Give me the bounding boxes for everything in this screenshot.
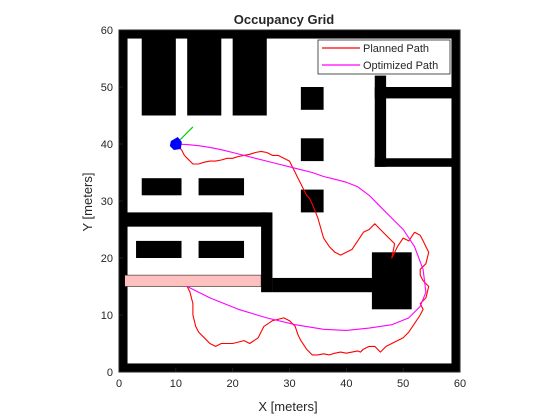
occupied-cell-10	[141, 178, 182, 196]
occupied-cell-11	[198, 178, 245, 196]
occupied-cell-17	[272, 277, 387, 293]
occupied-cell-7	[300, 87, 324, 110]
occupied-cell-9	[300, 189, 324, 213]
y-tick-label: 30	[101, 196, 113, 208]
occupied-cell-4	[141, 35, 176, 116]
x-tick-label: 20	[227, 378, 239, 390]
y-axis-label: Y [meters]	[80, 172, 95, 231]
legend-label-optimized-path: Optimized Path	[363, 60, 438, 72]
y-tick-label: 0	[107, 367, 113, 379]
occupied-cell-8	[300, 138, 324, 162]
marker-layer	[169, 126, 194, 150]
x-tick-label: 0	[116, 378, 122, 390]
x-axis-ticks: 0 10 20 30 40 50 60	[116, 368, 466, 390]
occupied-cell-20	[198, 240, 245, 258]
occupied-cell-16	[261, 212, 273, 293]
occupied-cell-2	[119, 30, 128, 372]
occupied-cell-19	[136, 240, 182, 258]
legend-label-planned-path: Planned Path	[363, 43, 429, 55]
occupied-cell-15	[124, 212, 267, 227]
x-tick-label: 40	[340, 378, 352, 390]
occupied-cell-0	[119, 363, 460, 372]
x-tick-label: 50	[397, 378, 409, 390]
occupied-cells-layer	[119, 30, 460, 372]
y-axis-ticks: 0 10 20 30 40 50 60	[101, 25, 123, 379]
y-tick-label: 60	[101, 25, 113, 37]
legend-box	[317, 39, 451, 75]
occupied-cell-1	[119, 30, 460, 39]
y-tick-label: 10	[101, 310, 113, 322]
y-tick-label: 20	[101, 253, 113, 265]
chart-title: Occupancy Grid	[234, 12, 334, 27]
path-layer	[175, 143, 430, 356]
series-line-optimized-path	[175, 143, 427, 331]
y-tick-label: 40	[101, 139, 113, 151]
occupied-cell-13	[374, 87, 455, 99]
inflated-cells-layer	[124, 274, 262, 287]
x-axis-label: X [meters]	[258, 399, 317, 414]
x-tick-label: 30	[283, 378, 295, 390]
occupied-cell-5	[187, 35, 222, 116]
legend: Planned Path Optimized Path	[317, 39, 451, 75]
occupied-cell-12	[374, 75, 387, 167]
robot-marker	[169, 137, 182, 150]
occupied-cell-18	[371, 252, 412, 310]
x-tick-label: 10	[170, 378, 182, 390]
occupied-cell-14	[374, 158, 455, 167]
y-tick-label: 50	[101, 82, 113, 94]
occupied-cell-6	[232, 35, 267, 116]
x-tick-label: 60	[454, 378, 466, 390]
plot-area	[118, 29, 461, 373]
inflated-cell-0	[124, 274, 262, 287]
occupied-cell-3	[451, 30, 460, 372]
